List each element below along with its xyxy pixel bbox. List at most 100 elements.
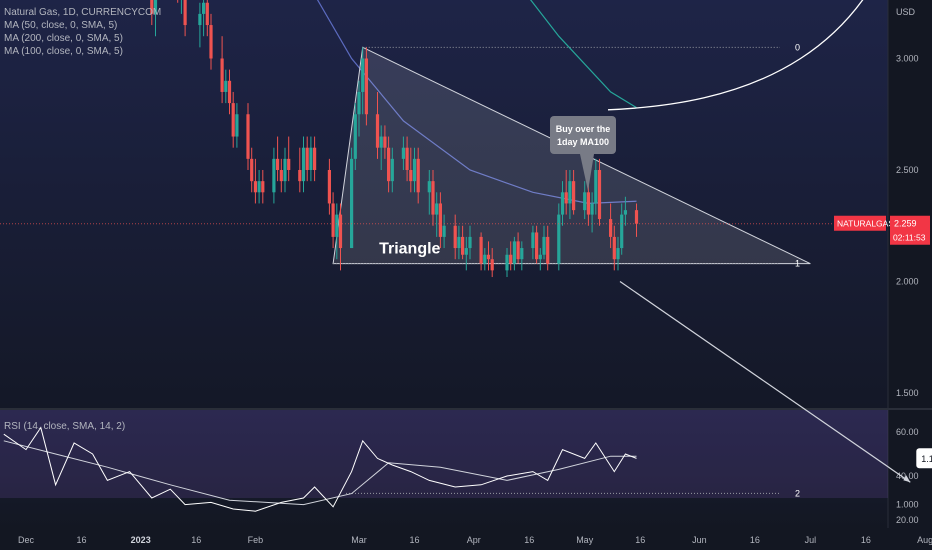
candle[interactable]: [276, 136, 280, 182]
candle[interactable]: [409, 147, 413, 193]
candle[interactable]: [486, 241, 491, 271]
candle[interactable]: [468, 225, 472, 260]
candle[interactable]: [509, 241, 513, 271]
candle[interactable]: [283, 147, 287, 193]
candle[interactable]: [387, 136, 391, 193]
candle[interactable]: [490, 248, 494, 278]
candle[interactable]: [357, 80, 361, 137]
candle[interactable]: [150, 0, 154, 26]
candle[interactable]: [435, 192, 439, 237]
candle[interactable]: [564, 170, 568, 215]
callout-box[interactable]: [550, 116, 616, 154]
candle[interactable]: [483, 248, 487, 271]
candle[interactable]: [301, 136, 306, 193]
projection-down-arrow[interactable]: [619, 281, 911, 483]
ma50-line[interactable]: [100, 0, 637, 205]
candle[interactable]: [620, 203, 624, 255]
candle[interactable]: [353, 103, 357, 170]
candle[interactable]: [202, 0, 206, 37]
candle[interactable]: [572, 170, 576, 215]
candle[interactable]: [335, 203, 339, 260]
symbol-title[interactable]: Natural Gas, 1D, CURRENCYCOM: [4, 7, 162, 18]
candle[interactable]: [383, 125, 387, 159]
candle[interactable]: [457, 225, 461, 260]
candle[interactable]: [220, 36, 224, 104]
candle[interactable]: [205, 0, 209, 37]
candle[interactable]: [438, 192, 442, 249]
candle[interactable]: [390, 147, 394, 193]
candle[interactable]: [616, 236, 620, 271]
projection-up-arrow[interactable]: [607, 0, 918, 111]
indicator-ma200[interactable]: MA (200, close, 0, SMA, 5): [4, 33, 123, 44]
candle[interactable]: [431, 170, 435, 226]
candle[interactable]: [305, 136, 309, 182]
candle[interactable]: [546, 225, 550, 271]
candle[interactable]: [327, 158, 331, 215]
candle[interactable]: [516, 232, 520, 264]
candle[interactable]: [568, 170, 572, 220]
candle[interactable]: [634, 203, 639, 237]
candle[interactable]: [623, 196, 627, 226]
candle[interactable]: [531, 225, 535, 260]
candle[interactable]: [538, 248, 542, 271]
candle[interactable]: [153, 0, 158, 37]
candle[interactable]: [209, 13, 213, 70]
candle[interactable]: [427, 170, 431, 215]
candle[interactable]: [375, 91, 380, 159]
candle[interactable]: [250, 147, 254, 193]
candle[interactable]: [279, 158, 283, 193]
candle[interactable]: [298, 147, 302, 193]
candle[interactable]: [257, 170, 261, 204]
rsi-title[interactable]: RSI (14, close, SMA, 14, 2): [4, 421, 126, 432]
candle[interactable]: [235, 103, 239, 148]
candle[interactable]: [405, 136, 409, 182]
candle[interactable]: [590, 192, 594, 233]
candle[interactable]: [253, 158, 257, 204]
candle[interactable]: [180, 0, 183, 14]
candle[interactable]: [379, 125, 383, 170]
candle[interactable]: [464, 236, 468, 271]
candle[interactable]: [364, 47, 368, 126]
candle[interactable]: [412, 147, 417, 193]
candle[interactable]: [453, 214, 457, 260]
candle[interactable]: [401, 136, 405, 170]
candle[interactable]: [198, 2, 202, 48]
candle[interactable]: [224, 69, 228, 104]
rsi-line[interactable]: [3, 426, 637, 512]
candle[interactable]: [583, 181, 587, 220]
candle[interactable]: [331, 192, 335, 249]
candle[interactable]: [272, 147, 276, 204]
indicator-ma100[interactable]: MA (100, close, 0, SMA, 5): [4, 46, 123, 57]
candle[interactable]: [350, 147, 354, 249]
candle[interactable]: [586, 181, 590, 226]
candle[interactable]: [231, 91, 235, 148]
ma100-line[interactable]: [170, 0, 637, 109]
candle[interactable]: [246, 103, 250, 170]
candle[interactable]: [557, 203, 561, 271]
candle[interactable]: [416, 147, 420, 204]
candle[interactable]: [287, 136, 291, 182]
rsi-ma-line[interactable]: [3, 440, 637, 506]
candle[interactable]: [597, 158, 602, 226]
candle[interactable]: [313, 136, 317, 182]
candle[interactable]: [261, 170, 265, 204]
candle[interactable]: [479, 232, 483, 271]
candle[interactable]: [442, 214, 446, 249]
candle[interactable]: [183, 0, 187, 37]
candle[interactable]: [461, 225, 465, 260]
candle[interactable]: [612, 225, 616, 271]
indicator-ma50[interactable]: MA (50, close, 0, SMA, 5): [4, 20, 118, 31]
candle[interactable]: [560, 181, 565, 226]
candle[interactable]: [309, 136, 313, 182]
candle[interactable]: [505, 248, 509, 278]
candle[interactable]: [520, 241, 524, 271]
candle[interactable]: [609, 203, 613, 249]
candle[interactable]: [227, 69, 232, 115]
candle[interactable]: [338, 203, 343, 271]
candle[interactable]: [542, 225, 546, 260]
candle[interactable]: [512, 236, 516, 271]
candle[interactable]: [594, 158, 598, 215]
candle[interactable]: [535, 225, 539, 264]
candle[interactable]: [361, 47, 365, 115]
